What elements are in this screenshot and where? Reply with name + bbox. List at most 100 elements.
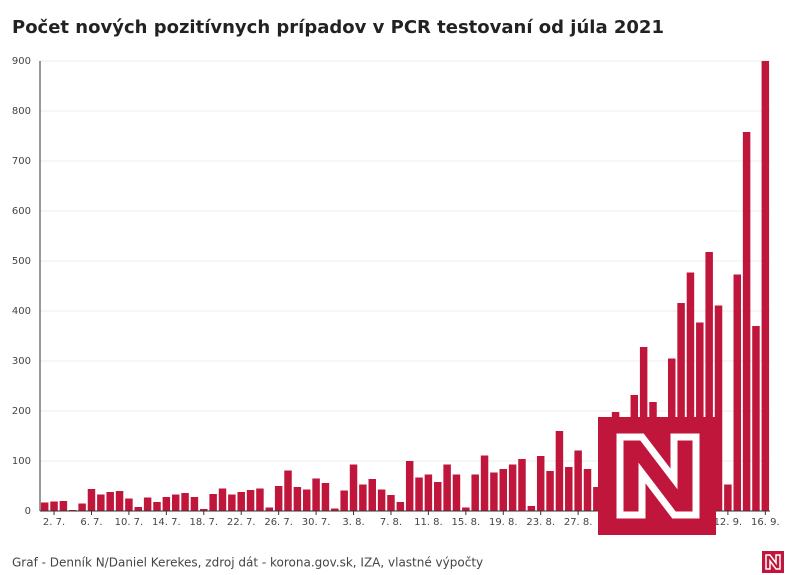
bar — [733, 274, 741, 511]
bar — [462, 507, 470, 511]
bar — [228, 494, 236, 511]
y-tick-label: 400 — [12, 306, 31, 317]
bar — [50, 501, 58, 511]
bar — [293, 487, 302, 511]
x-tick-label: 22. 7. — [227, 517, 256, 528]
y-tick-label: 500 — [12, 256, 31, 267]
bar — [265, 507, 274, 511]
x-tick-label: 10. 7. — [115, 517, 144, 528]
bar — [565, 467, 573, 511]
bar — [574, 450, 582, 511]
bar — [415, 477, 423, 511]
x-tick-label: 26. 7. — [264, 517, 293, 528]
bar — [256, 488, 264, 511]
y-tick-label: 0 — [25, 506, 31, 517]
bar — [761, 61, 770, 511]
bar — [340, 490, 348, 511]
bar — [480, 455, 489, 511]
bar — [677, 303, 685, 511]
x-tick-label: 14. 7. — [152, 517, 181, 528]
bar — [714, 305, 723, 511]
bar — [686, 272, 695, 511]
bar — [452, 474, 461, 511]
bar — [499, 469, 508, 511]
bar — [387, 495, 395, 511]
bar — [312, 478, 320, 511]
bar — [190, 497, 199, 511]
bar — [555, 431, 564, 511]
bar — [97, 494, 105, 511]
bar — [508, 464, 517, 511]
bar — [321, 483, 330, 511]
bar — [359, 484, 367, 511]
x-tick-label: 23. 8. — [526, 517, 555, 528]
bar — [471, 474, 479, 511]
bar — [274, 486, 283, 511]
y-tick-label: 800 — [12, 106, 31, 117]
x-tick-label: 15. 8. — [452, 517, 481, 528]
bar — [742, 132, 751, 511]
bar — [209, 494, 217, 511]
bar — [377, 489, 386, 511]
bar — [593, 487, 601, 511]
bar — [40, 502, 49, 511]
bar — [134, 507, 143, 511]
bar — [349, 464, 358, 511]
x-tick-label: 19. 8. — [489, 517, 518, 528]
bar — [434, 482, 442, 511]
bar — [424, 474, 433, 511]
source-note: Graf - Denník N/Daniel Kerekes, zdroj dá… — [12, 556, 483, 570]
x-tick-label: 12. 9. — [714, 517, 743, 528]
bar — [696, 322, 704, 511]
bar — [78, 503, 86, 511]
watermark-logo — [598, 417, 716, 535]
bar — [153, 502, 161, 511]
y-tick-label: 200 — [12, 406, 31, 417]
bar — [59, 501, 68, 511]
bar — [143, 497, 152, 511]
chart-title: Počet nových pozitívnych prípadov v PCR … — [12, 17, 664, 38]
bar — [546, 471, 554, 511]
bar — [246, 490, 255, 511]
bar — [162, 497, 171, 511]
small-logo — [762, 551, 784, 573]
bar — [536, 456, 545, 511]
y-tick-label: 100 — [12, 456, 31, 467]
bar — [115, 491, 124, 511]
bar — [396, 502, 405, 511]
bar — [518, 459, 526, 511]
bar — [331, 508, 339, 511]
x-tick-label: 18. 7. — [189, 517, 218, 528]
bar — [752, 326, 760, 511]
bar — [724, 484, 732, 511]
x-tick-label: 30. 7. — [302, 517, 331, 528]
bar — [443, 464, 451, 511]
x-tick-label: 16. 9. — [751, 517, 780, 528]
bar — [302, 489, 311, 511]
bar — [583, 469, 592, 511]
y-tick-label: 700 — [12, 156, 31, 167]
bar — [237, 492, 245, 511]
x-tick-label: 7. 8. — [380, 517, 402, 528]
bar — [368, 479, 376, 511]
bar — [106, 492, 114, 511]
bar — [125, 498, 133, 511]
bar — [181, 493, 189, 511]
bar — [405, 461, 414, 511]
x-tick-label: 27. 8. — [564, 517, 593, 528]
x-tick-label: 11. 8. — [414, 517, 443, 528]
bar — [490, 472, 498, 511]
bar — [218, 488, 227, 511]
bar — [171, 494, 180, 511]
y-tick-label: 900 — [12, 56, 31, 67]
bar — [705, 252, 713, 511]
y-tick-label: 300 — [12, 356, 31, 367]
bar — [87, 489, 96, 511]
x-tick-label: 6. 7. — [80, 517, 102, 528]
bar — [527, 506, 536, 511]
bar — [200, 509, 208, 511]
x-tick-label: 2. 7. — [43, 517, 65, 528]
bar — [284, 470, 292, 511]
plot-area: 0 100 200 300 400 500 600 700 800 900 2. 7. 6. 7. 10… — [12, 56, 780, 528]
